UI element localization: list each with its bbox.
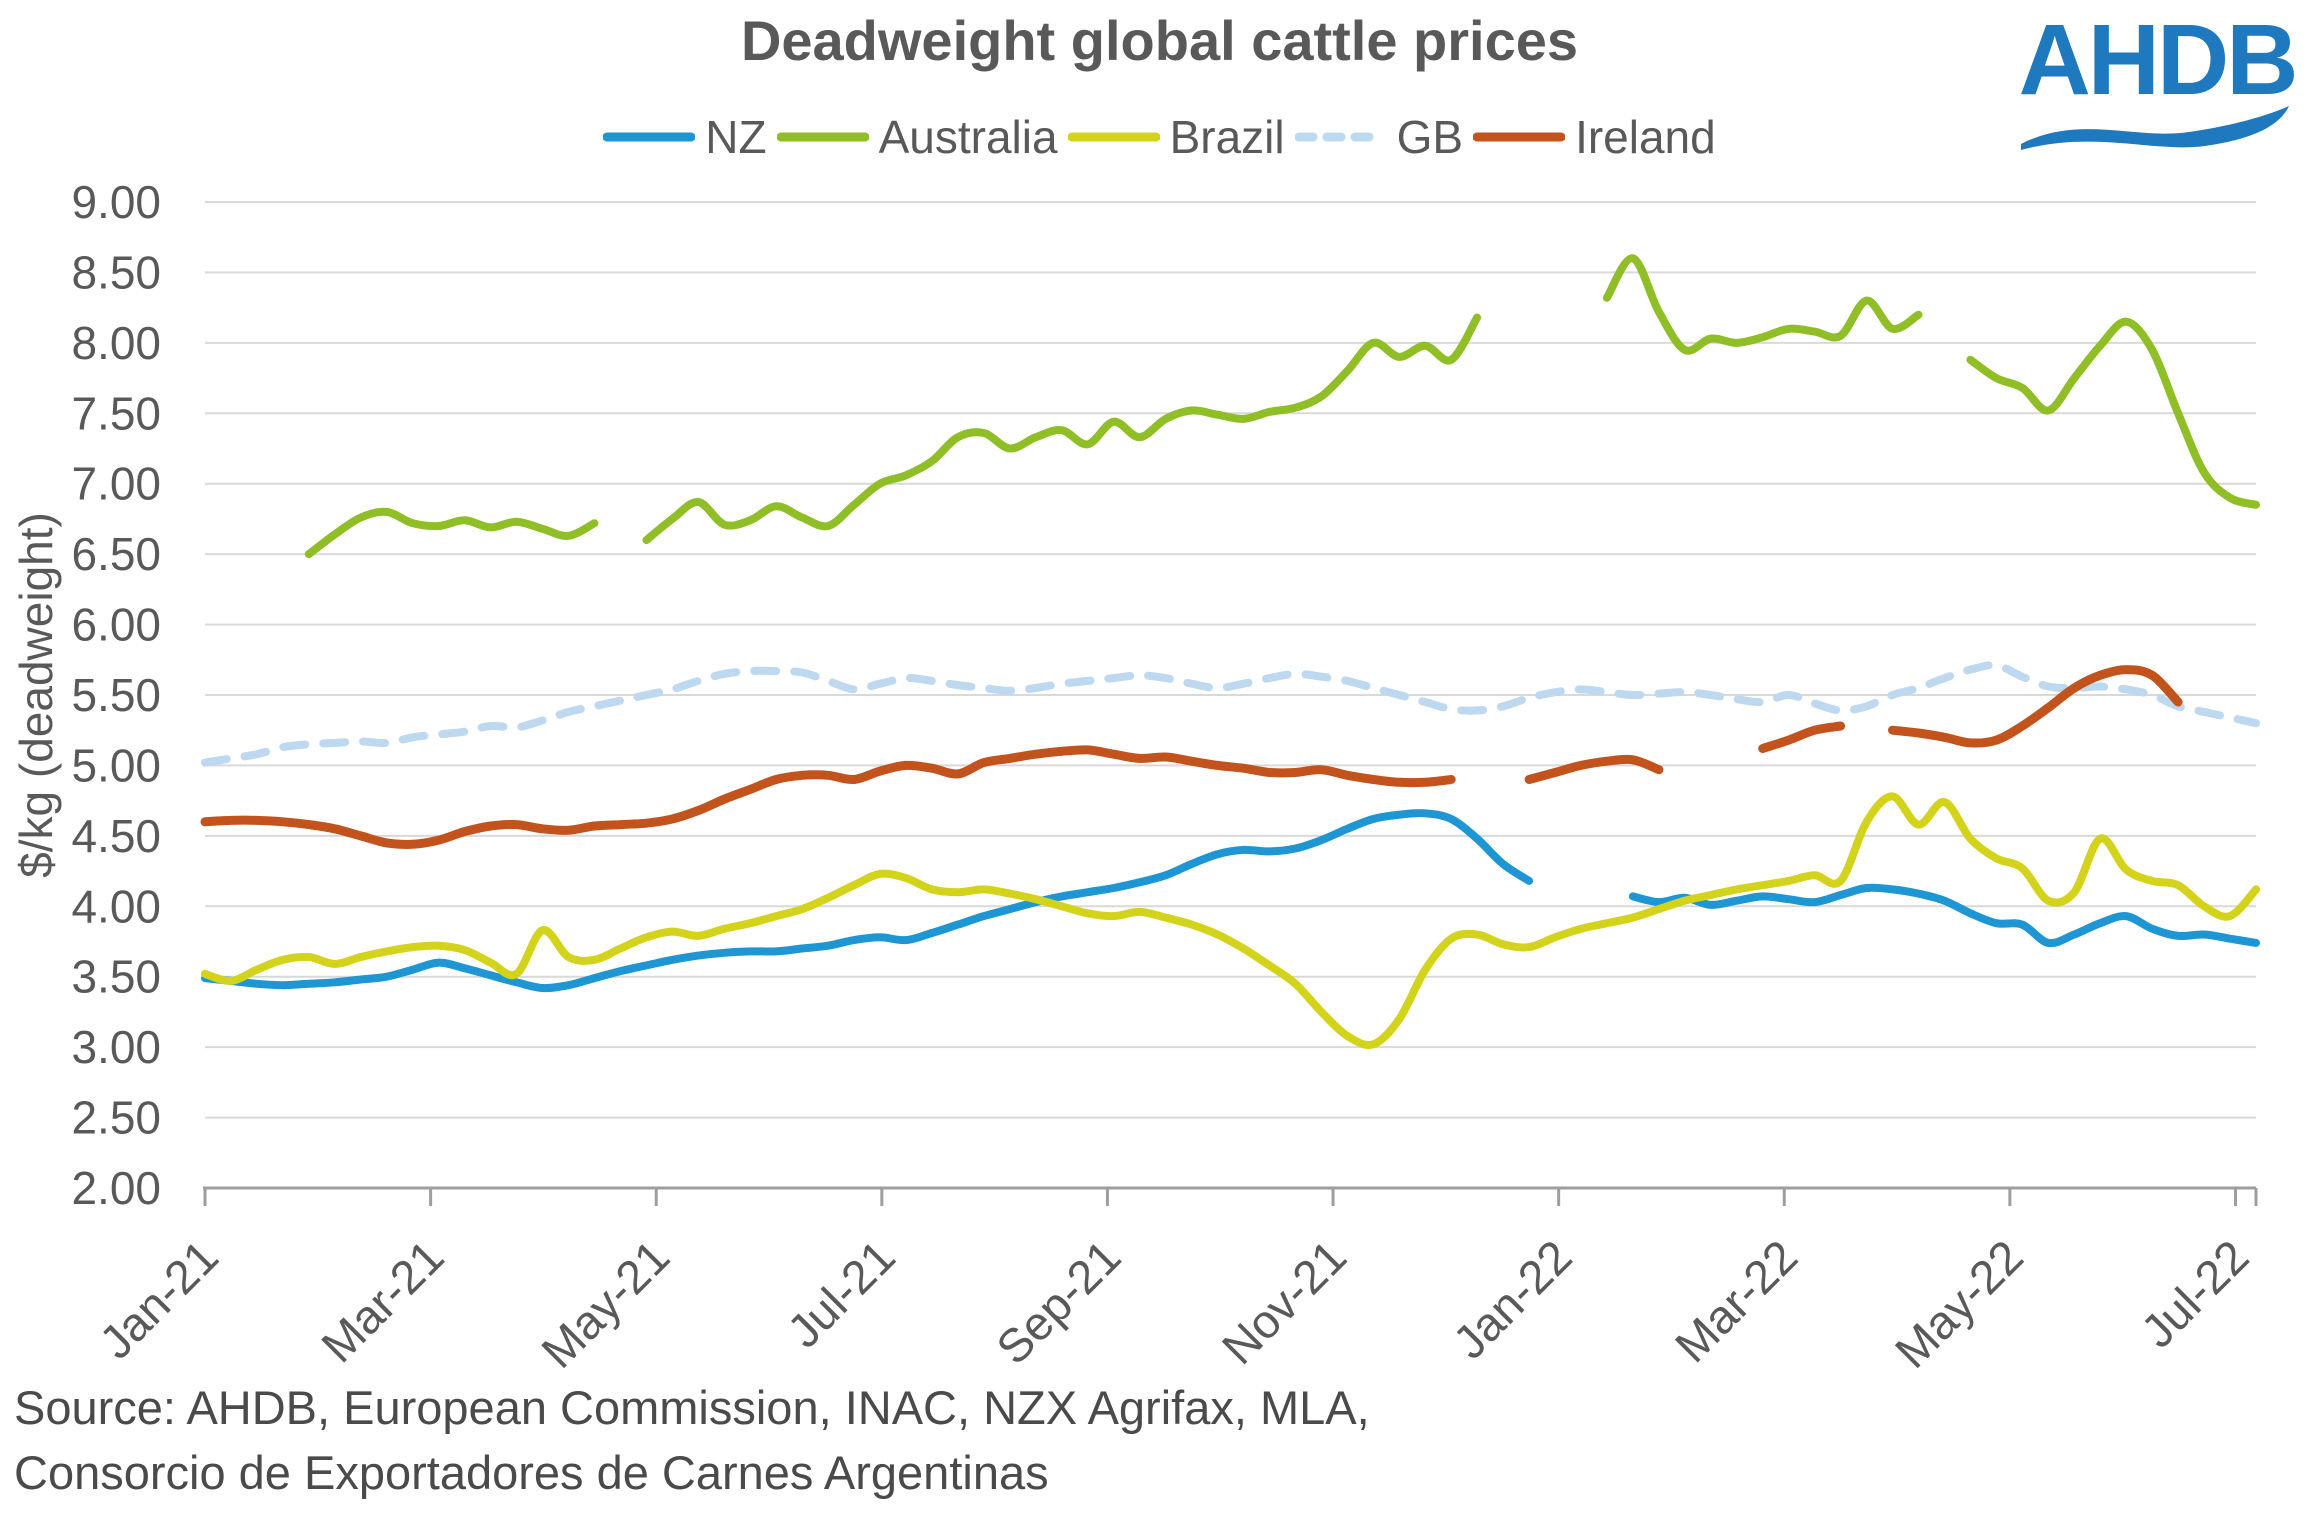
x-tick-label: Jul-22 [2131, 1230, 2259, 1358]
series-line-australia [1602, 254, 1923, 355]
series-line-australia [304, 507, 599, 559]
x-tick-label: Jan-21 [89, 1230, 228, 1369]
y-tick-label: 5.00 [71, 739, 161, 791]
legend-swatch-gb-icon [1294, 132, 1387, 142]
ahdb-logo-text: AHDB [2018, 4, 2299, 116]
y-tick-label: 8.50 [71, 246, 161, 298]
x-tick-label: Jan-22 [1443, 1230, 1582, 1369]
source-note-line-2: Consorcio de Exportadores de Carnes Arge… [14, 1445, 1049, 1499]
legend-label-nz: NZ [705, 111, 767, 163]
chart-title: Deadweight global cattle prices [740, 9, 1579, 72]
x-tick-label: Mar-21 [311, 1230, 454, 1373]
y-tick-label: 5.50 [71, 669, 161, 721]
y-tick-label: 9.00 [71, 176, 161, 228]
x-tick-label: Sep-21 [986, 1230, 1131, 1375]
y-tick-label: 3.50 [71, 951, 161, 1003]
legend-label-gb: GB [1396, 111, 1464, 163]
legend-swatch-brazil-icon [1067, 132, 1160, 142]
source-note-line-1: Source: AHDB, European Commission, INAC,… [14, 1381, 1370, 1434]
legend-swatch-nz-icon [603, 132, 696, 142]
y-tick-label: 6.50 [71, 528, 161, 580]
source-note: Source: AHDB, European Commission, INAC,… [14, 1376, 1370, 1506]
series-line-ireland [1524, 754, 1664, 784]
y-tick-label: 8.00 [71, 317, 161, 369]
legend-item-australia: Australia [776, 110, 1058, 164]
legend-item-nz: NZ [603, 110, 767, 164]
legend-label-australia: Australia [878, 111, 1058, 163]
logo-wave-icon [2021, 106, 2289, 150]
legend-item-ireland: Ireland [1473, 110, 1716, 164]
y-tick-label: 2.00 [71, 1162, 161, 1214]
ahdb-logo: AHDB [2017, 4, 2299, 156]
x-tick-label: May-21 [531, 1230, 679, 1378]
x-tick-label: May-22 [1885, 1230, 2033, 1378]
y-tick-label: 4.00 [71, 880, 161, 932]
series-line-australia [1966, 317, 2260, 509]
legend-label-brazil: Brazil [1169, 111, 1285, 163]
legend-swatch-australia-icon [776, 132, 869, 142]
series-line-nz [201, 809, 1534, 993]
legend-item-brazil: Brazil [1067, 110, 1285, 164]
legend-swatch-ireland-icon [1473, 132, 1566, 142]
series-line-brazil [201, 792, 2260, 1049]
y-tick-label: 3.00 [71, 1021, 161, 1073]
y-tick-label: 6.00 [71, 599, 161, 651]
legend-label-ireland: Ireland [1575, 111, 1716, 163]
chart-legend: NZ Australia Brazil GB Ireland [0, 110, 2319, 164]
x-tick-label: Mar-22 [1665, 1230, 1808, 1373]
legend-item-gb: GB [1294, 110, 1464, 164]
series-line-ireland [200, 745, 1456, 849]
series-line-ireland [1888, 665, 2183, 748]
x-tick-label: Nov-21 [1212, 1230, 1357, 1375]
y-tick-label: 7.50 [71, 387, 161, 439]
y-tick-label: 7.00 [71, 458, 161, 510]
series-line-ireland [1758, 721, 1846, 753]
y-axis-title: $/kg (deadweight) [10, 512, 62, 878]
series-line-nz [1628, 883, 2260, 948]
x-tick-label: Jul-21 [777, 1230, 905, 1358]
y-tick-label: 2.50 [71, 1092, 161, 1144]
series-line-australia [642, 313, 1482, 545]
series-line-gb [201, 661, 2260, 767]
y-tick-label: 4.50 [71, 810, 161, 862]
